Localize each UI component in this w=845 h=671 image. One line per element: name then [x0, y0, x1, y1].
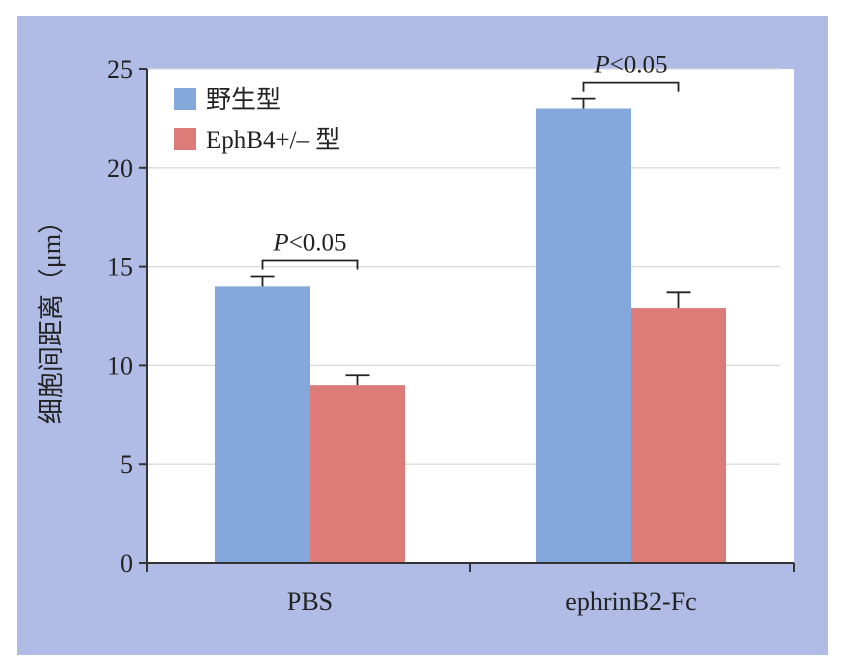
significance-label: P<0.05: [272, 229, 346, 256]
error-bars: [250, 97, 691, 386]
axes: [139, 68, 795, 572]
significance-bracket: [582, 81, 680, 92]
y-tick-labels: 0 5 10 15 20 25: [107, 55, 133, 578]
significance-bracket: [261, 259, 359, 270]
y-axis-label: 细胞间距离（μm）: [37, 208, 66, 424]
legend: 野生型 EphB4+/– 型: [174, 86, 340, 154]
y-tick-label: 20: [107, 154, 133, 183]
bars: [215, 108, 726, 564]
x-category-label: ephrinB2-Fc: [565, 587, 696, 616]
y-tick-label: 0: [120, 549, 133, 578]
y-tick-label: 5: [120, 450, 133, 479]
significance-label: P<0.05: [593, 52, 667, 79]
bar: [215, 286, 310, 563]
legend-label: 野生型: [206, 86, 281, 114]
significance-annotations: P<0.05 P<0.05: [261, 52, 680, 270]
x-category-label: PBS: [287, 587, 333, 616]
legend-swatch: [174, 128, 196, 150]
legend-swatch: [174, 88, 196, 110]
bar: [536, 108, 631, 564]
legend-label: EphB4+/– 型: [206, 126, 340, 154]
y-tick-label: 15: [107, 253, 133, 282]
bar: [631, 308, 726, 563]
y-tick-label: 25: [107, 55, 133, 84]
y-tick-label: 10: [107, 351, 133, 380]
bar: [310, 385, 405, 563]
x-tick-labels: PBS ephrinB2-Fc: [287, 587, 697, 616]
